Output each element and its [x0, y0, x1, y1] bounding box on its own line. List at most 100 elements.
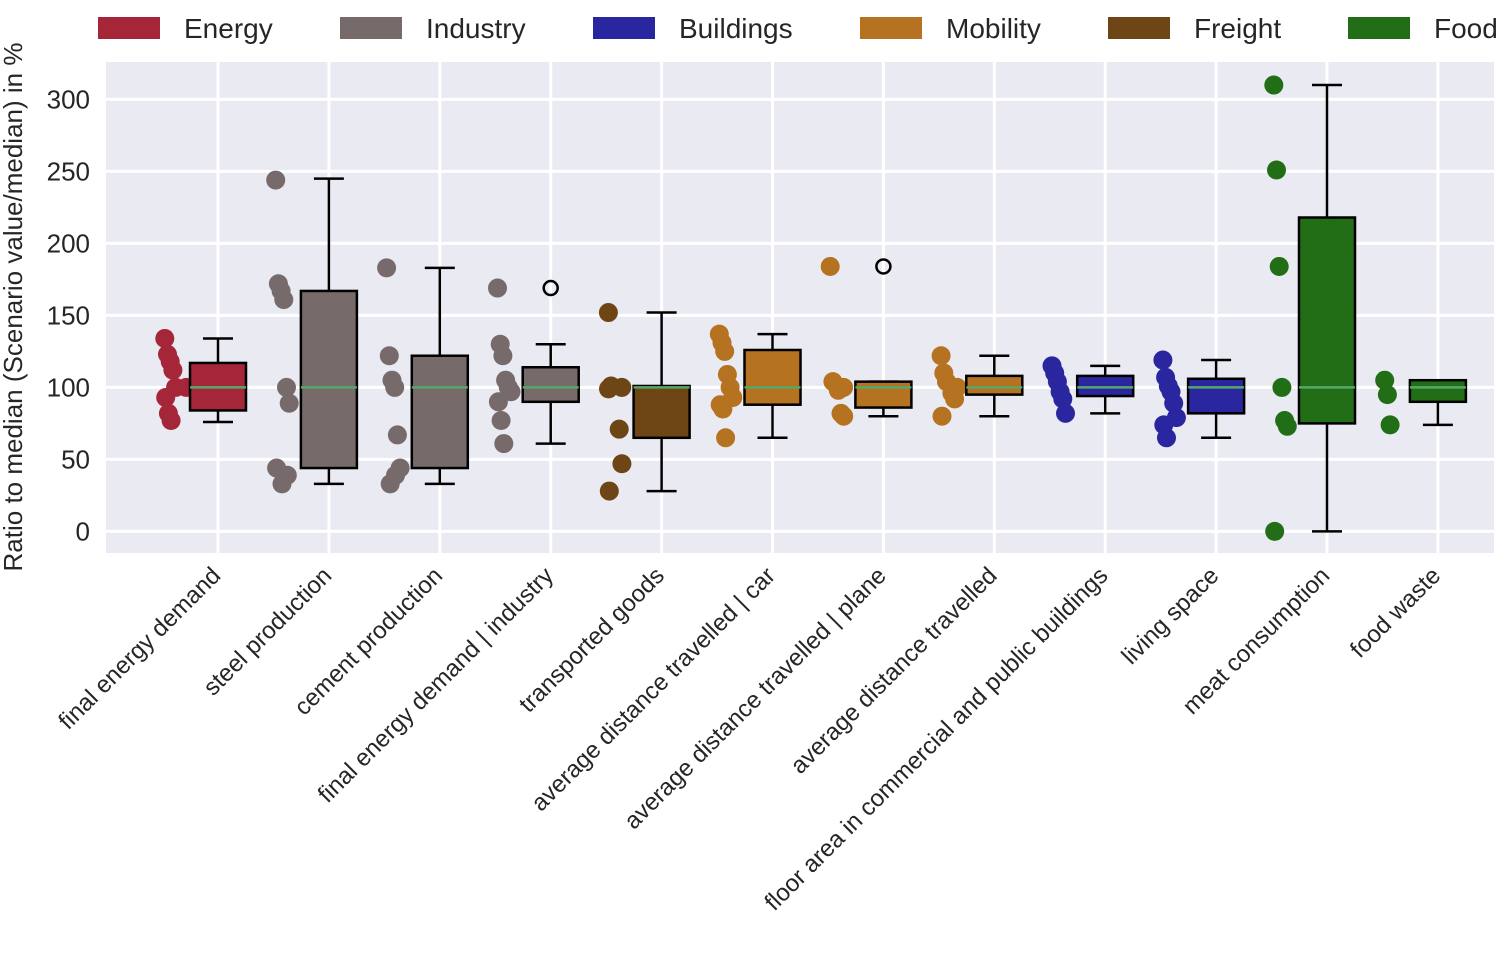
data-point — [599, 481, 619, 501]
data-point — [277, 377, 296, 397]
data-point — [155, 328, 175, 348]
legend-item: Energy — [98, 13, 273, 44]
data-point — [1380, 415, 1400, 435]
x-tick-label: average distance travelled — [785, 562, 1002, 779]
y-tick-label: 200 — [47, 228, 90, 258]
data-point — [820, 256, 840, 276]
y-axis-label: Ratio to median (Scenario value/median) … — [0, 43, 28, 572]
data-point — [1277, 416, 1297, 436]
outlier-marker — [875, 258, 892, 275]
legend-item: Freight — [1108, 13, 1281, 44]
y-tick-label: 150 — [47, 300, 90, 330]
legend-label: Industry — [426, 13, 526, 44]
box-group — [155, 328, 248, 431]
data-point — [1264, 75, 1284, 95]
data-point — [716, 428, 736, 448]
y-tick-label: 250 — [47, 156, 90, 186]
data-point — [379, 346, 399, 366]
legend-item: Buildings — [593, 13, 793, 44]
box — [1297, 216, 1357, 425]
data-point — [1265, 521, 1285, 541]
box-group — [377, 258, 470, 494]
legend-label: Freight — [1194, 13, 1281, 44]
box — [965, 374, 1024, 396]
box — [1408, 378, 1468, 404]
data-point — [488, 278, 507, 298]
legend-label: Buildings — [679, 13, 793, 44]
legend-swatch — [593, 17, 655, 39]
data-point — [609, 419, 629, 439]
data-point — [1269, 256, 1289, 276]
legend: Energy Industry Buildings Mobility Freight Fo… — [98, 13, 1498, 44]
legend-swatch — [98, 17, 160, 39]
x-tick-label: living space — [1117, 562, 1225, 670]
data-point — [491, 411, 511, 431]
data-point — [274, 290, 294, 310]
box — [854, 380, 913, 409]
data-point — [387, 425, 407, 445]
x-tick-label: average distance travelled | car — [526, 562, 781, 817]
data-point — [380, 474, 400, 494]
y-axis: 0 50 100 150 200 250 300 — [47, 84, 90, 546]
box — [410, 354, 470, 470]
data-point — [599, 379, 618, 399]
legend-swatch — [340, 17, 402, 39]
box — [1075, 374, 1135, 398]
legend-swatch — [1108, 17, 1170, 39]
box-group — [266, 170, 359, 494]
data-point — [612, 454, 632, 474]
box-group — [1375, 370, 1468, 435]
data-point — [598, 303, 618, 323]
data-point — [828, 380, 848, 400]
boxes — [155, 75, 1468, 541]
data-point — [1053, 389, 1073, 409]
data-point — [1272, 377, 1292, 397]
data-point — [272, 474, 292, 494]
data-point — [932, 406, 952, 426]
data-point — [1153, 350, 1173, 370]
x-tick-label: final energy demand | industry — [313, 562, 559, 808]
box — [299, 289, 359, 470]
data-point — [163, 360, 183, 380]
data-point — [493, 346, 513, 366]
box-group — [709, 324, 802, 448]
legend-swatch — [1348, 17, 1410, 39]
data-point — [1157, 428, 1176, 448]
data-point — [1267, 160, 1286, 180]
y-tick-label: 300 — [47, 84, 90, 114]
data-point — [1375, 370, 1395, 390]
data-point — [494, 434, 514, 454]
data-point — [1056, 403, 1075, 423]
data-point — [715, 341, 735, 361]
box — [743, 348, 802, 406]
data-point — [1377, 385, 1397, 405]
outlier-marker — [542, 279, 559, 297]
box — [632, 384, 691, 440]
data-point — [834, 406, 854, 426]
data-point — [931, 346, 951, 366]
data-point — [156, 387, 176, 407]
data-point — [488, 392, 508, 412]
data-point — [1164, 393, 1184, 413]
legend-item: Industry — [340, 13, 526, 44]
box-group — [488, 278, 580, 454]
box-group — [931, 346, 1024, 426]
data-point — [713, 399, 733, 419]
data-point — [161, 411, 181, 431]
y-tick-label: 100 — [47, 372, 90, 402]
box-group — [1042, 356, 1135, 423]
x-tick-label: food waste — [1345, 562, 1446, 663]
data-point — [377, 258, 397, 278]
box — [1186, 377, 1246, 415]
y-tick-label: 0 — [76, 516, 90, 546]
data-point — [385, 377, 405, 397]
x-tick-label: final energy demand — [53, 562, 226, 735]
legend-label: Energy — [184, 13, 273, 44]
legend-item: Food — [1348, 13, 1498, 44]
data-point — [266, 170, 286, 190]
y-tick-label: 50 — [61, 444, 90, 474]
box — [521, 366, 580, 404]
legend-label: Mobility — [946, 13, 1041, 44]
